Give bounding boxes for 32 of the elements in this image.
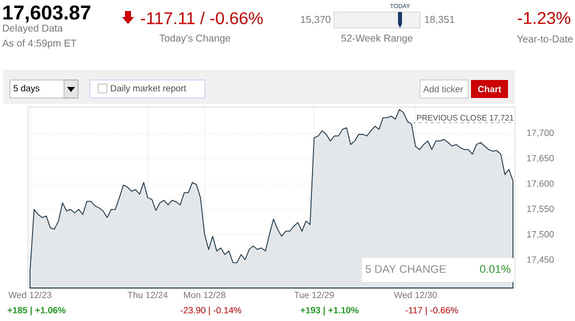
x-tick-label: Wed 12/30 (394, 292, 437, 298)
y-tick-label: 17,550 (527, 206, 554, 214)
text: Daily market report (110, 84, 186, 94)
y-tick-label: 17,500 (527, 231, 554, 238)
text: -117 | -0.66% (406, 306, 458, 316)
text: -23.90 | -0.14% (180, 306, 242, 316)
text: +185 | +1.06% (8, 306, 66, 316)
y-tick-label: 17,600 (527, 180, 554, 188)
ref-line-label: PREVIOUS CLOSE 17,721 (417, 114, 514, 122)
x-tick-label: Tue 12/29 (294, 292, 334, 298)
text: Today's Change (160, 34, 230, 44)
x-tick-label: Wed 12/23 (8, 292, 52, 298)
text: 5 days (14, 84, 40, 94)
y-tick-label: 17,450 (527, 256, 554, 264)
y-tick-label: 17,700 (527, 130, 554, 138)
annotation: 5 DAY CHANGE (366, 265, 446, 273)
text: -117.11 / -0.66% (140, 12, 263, 24)
text: Add ticker (423, 86, 464, 92)
text: Delayed Data (3, 24, 63, 34)
x-tick-label: Mon 12/28 (184, 292, 226, 298)
text: -1.23% (518, 12, 570, 24)
text: Year-to-Date (517, 36, 573, 42)
annotation: 0.01% (480, 265, 510, 273)
text: 17,603.87 (3, 5, 90, 23)
text: 18,351 (424, 16, 454, 24)
y-tick-label: 17,650 (527, 154, 554, 162)
text: As of 4:59pm ET (2, 39, 76, 49)
text: 52-Week Range (341, 34, 413, 44)
x-tick-label: Thu 12/24 (128, 292, 168, 298)
text: +193 | +1.10% (300, 306, 359, 316)
text: 15,370 (300, 16, 330, 24)
text: Chart (478, 86, 502, 92)
